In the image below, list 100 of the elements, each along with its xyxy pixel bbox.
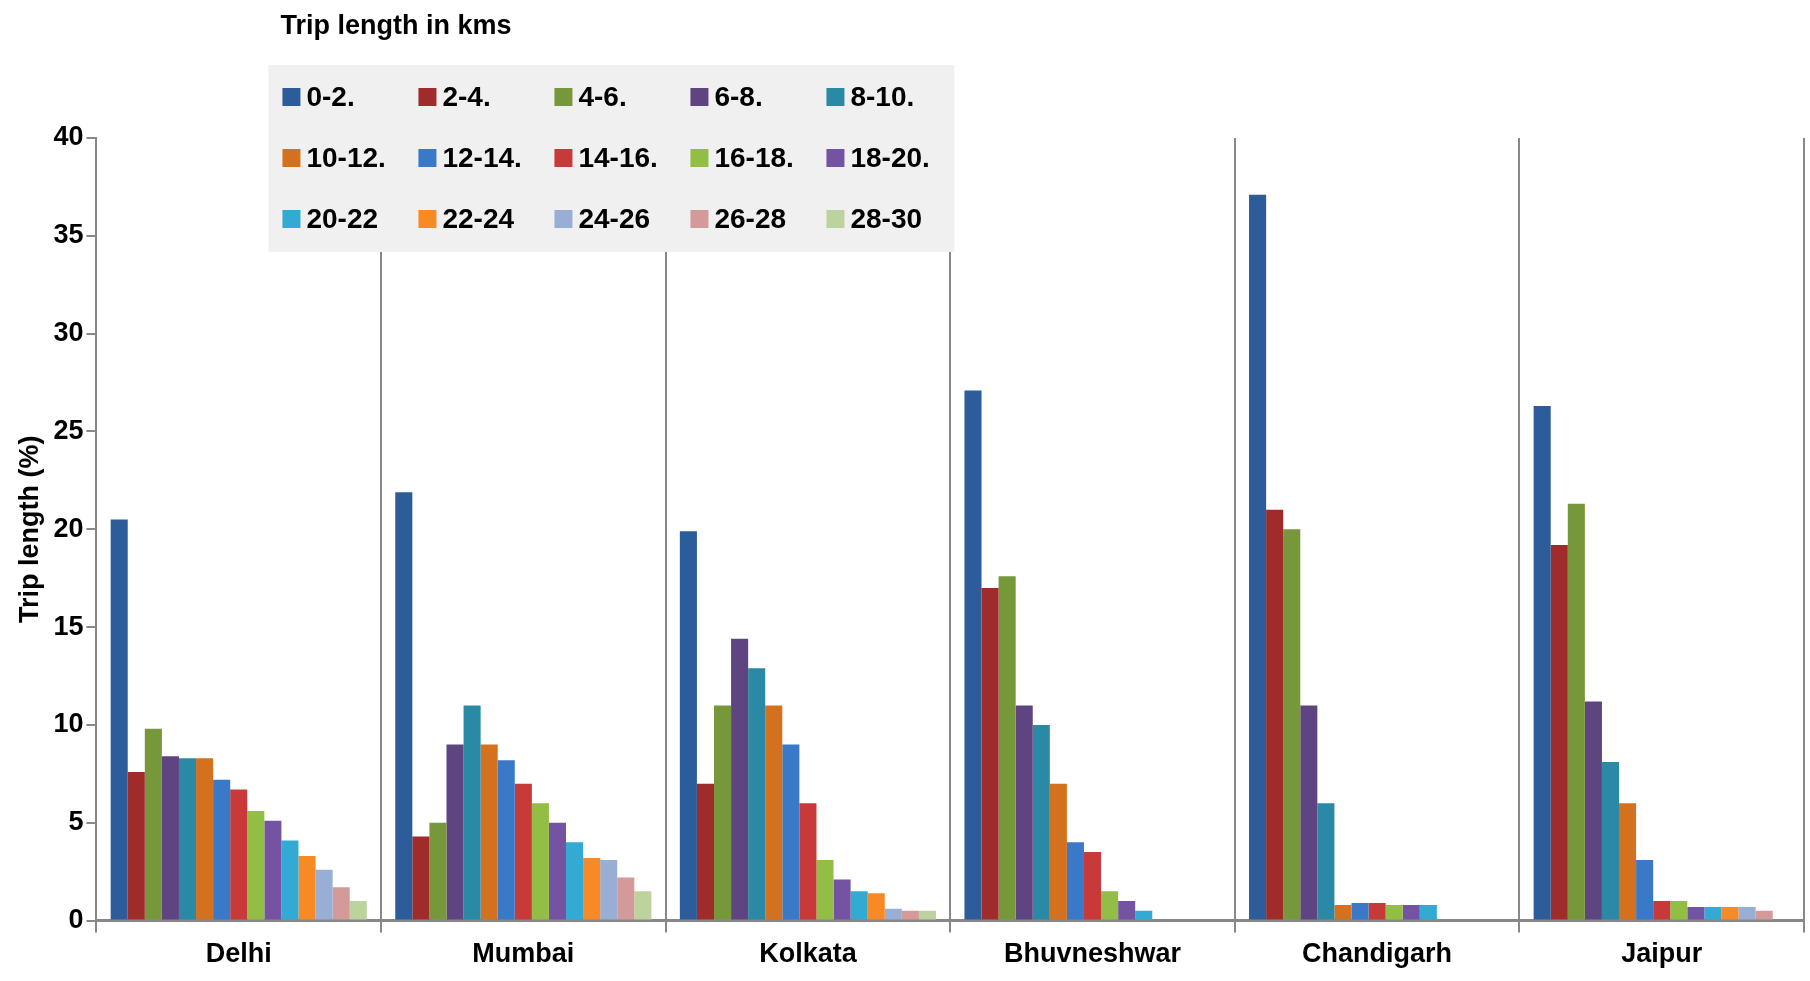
y-tick-label: 30 [53, 317, 84, 348]
legend-label: 28-30 [850, 202, 923, 234]
y-tick-label: 25 [53, 414, 84, 445]
bar [1118, 901, 1136, 920]
bar [765, 705, 783, 920]
bar [714, 705, 732, 920]
bar [548, 822, 567, 920]
bar [1249, 194, 1267, 920]
bar [600, 859, 618, 920]
bar [833, 879, 851, 920]
bar [1101, 891, 1119, 920]
bar [850, 891, 868, 920]
bar [196, 758, 214, 920]
bar [617, 877, 635, 920]
bar [127, 771, 145, 920]
bar [247, 811, 265, 920]
bar [1385, 904, 1403, 920]
bar [1755, 910, 1773, 920]
bar [1567, 503, 1585, 920]
bar [782, 744, 800, 920]
bar [816, 859, 834, 920]
y-tick-label: 5 [68, 806, 84, 837]
legend-label: 0-2. [306, 80, 355, 112]
legend-label: 24-26 [578, 202, 651, 234]
bar [1636, 859, 1654, 920]
bar [981, 588, 999, 920]
bar [1049, 783, 1067, 920]
legend-label: 12-14. [442, 141, 522, 173]
bar [1032, 724, 1050, 920]
bar [884, 908, 902, 920]
bar [315, 869, 333, 920]
bar [178, 758, 197, 920]
bar [1550, 544, 1568, 920]
legend-label: 4-6. [578, 80, 627, 112]
bar [395, 492, 413, 920]
bar [1083, 852, 1102, 920]
bar [1721, 906, 1739, 920]
bar [332, 887, 350, 920]
bar [1066, 842, 1084, 920]
bar [748, 668, 766, 920]
bar [161, 756, 179, 920]
bar [480, 744, 498, 920]
x-tick-label: Kolkata [759, 938, 858, 969]
y-tick-label: 40 [53, 121, 84, 152]
bar [1368, 902, 1386, 920]
y-tick-label: 35 [53, 219, 84, 250]
bar [1670, 901, 1688, 920]
bar [566, 842, 584, 920]
bar [1738, 906, 1756, 920]
bar [1135, 910, 1153, 920]
bar [497, 760, 515, 920]
legend-title: Trip length in kms [280, 10, 512, 41]
legend-label: 14-16. [578, 141, 658, 173]
x-tick-label: Delhi [205, 938, 272, 969]
legend-label: 10-12. [306, 141, 386, 173]
bar [634, 891, 652, 920]
bar [1402, 904, 1420, 920]
x-tick-label: Mumbai [472, 938, 575, 969]
bar [583, 857, 601, 920]
legend-label: 16-18. [714, 141, 794, 173]
bar [213, 779, 231, 920]
x-tick-label: Bhuvneshwar [1003, 938, 1182, 969]
bar [799, 803, 817, 920]
bar [349, 901, 367, 920]
legend-label: 22-24 [442, 202, 515, 234]
bar [531, 803, 549, 920]
y-axis-title: Trip length (%) [13, 435, 44, 624]
y-tick-label: 0 [68, 904, 84, 935]
bar [918, 910, 936, 920]
bar [1653, 901, 1671, 920]
bar [1687, 906, 1705, 920]
bar [1704, 906, 1722, 920]
bar [281, 840, 299, 920]
bar [696, 783, 714, 920]
bar [1601, 762, 1620, 920]
bar [1283, 529, 1301, 920]
legend-label: 26-28 [714, 202, 787, 234]
bar [1533, 406, 1551, 920]
bar [1015, 705, 1033, 920]
bar [1317, 803, 1335, 920]
bar [412, 836, 430, 920]
bar [144, 728, 162, 920]
bar [1351, 902, 1369, 920]
bar [514, 783, 532, 920]
legend-label: 2-4. [442, 80, 491, 112]
bar [1266, 509, 1284, 920]
bar [429, 822, 447, 920]
bar [1584, 701, 1602, 920]
bar [1300, 705, 1318, 920]
legend-label: 8-10. [850, 80, 915, 112]
bar [731, 638, 749, 920]
bar [901, 910, 919, 920]
bar [446, 744, 464, 920]
bar [1619, 803, 1637, 920]
y-tick-label: 20 [53, 512, 84, 543]
bar [1419, 904, 1437, 920]
x-tick-label: Chandigarh [1302, 938, 1453, 969]
bar [264, 820, 282, 920]
y-tick-label: 15 [53, 610, 84, 641]
legend-label: 20-22 [306, 202, 379, 234]
